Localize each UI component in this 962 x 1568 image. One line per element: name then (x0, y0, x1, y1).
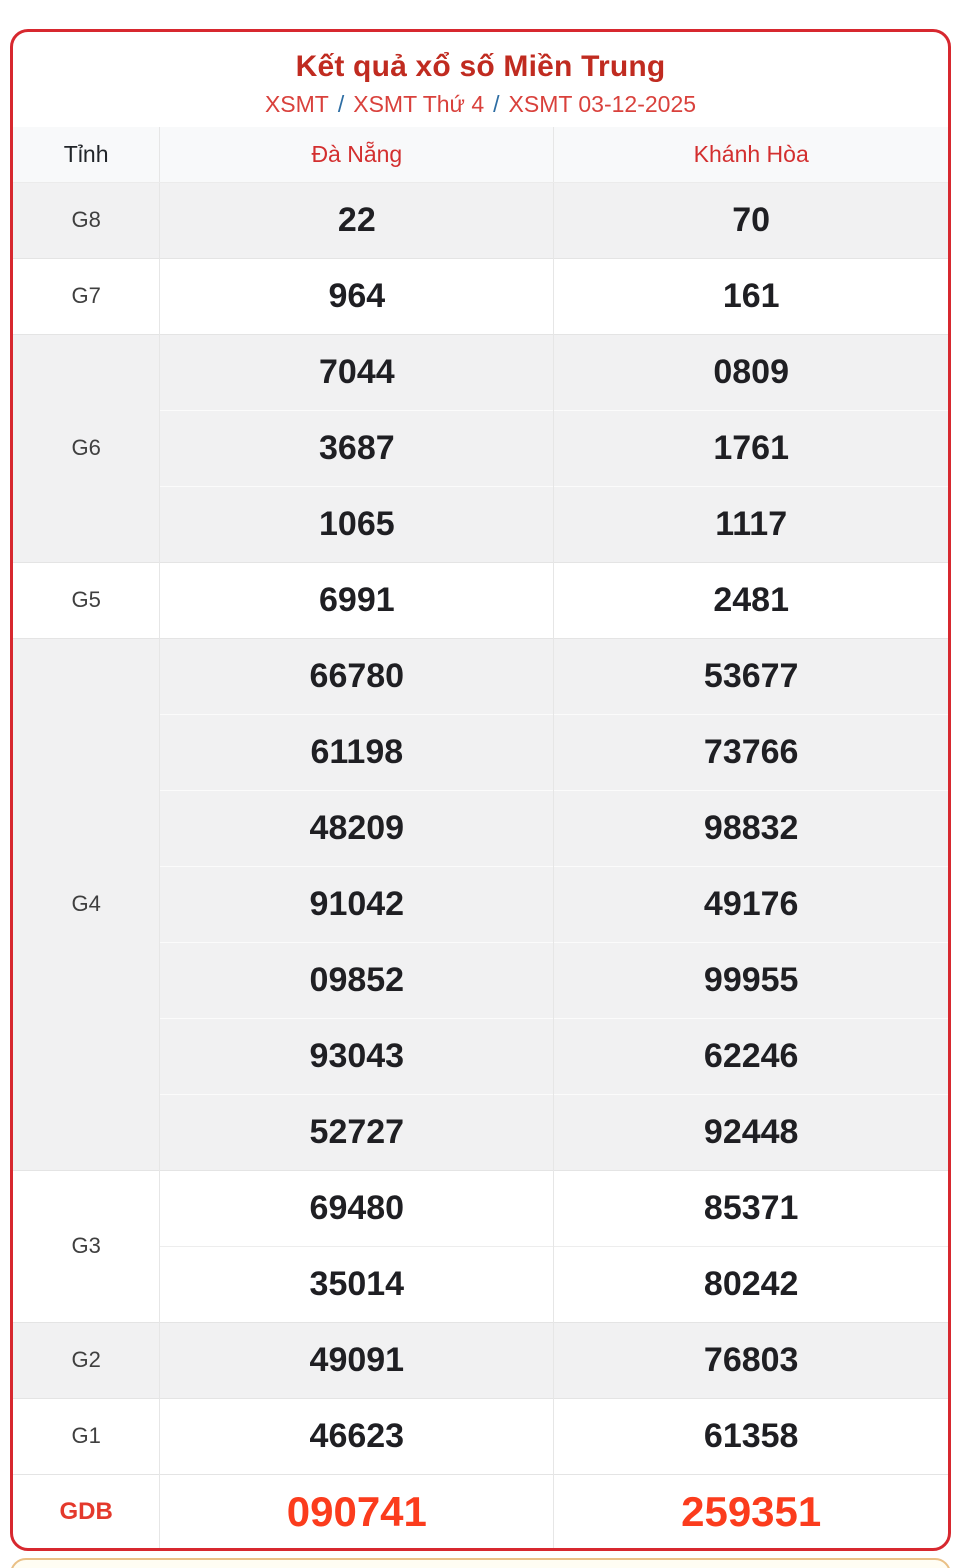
result-g4-4-da-nang: 91042 (159, 865, 554, 942)
col-header-da-nang: Đà Nẵng (159, 127, 554, 183)
result-g5-khanh-hoa: 2481 (553, 561, 948, 638)
result-g3-1-da-nang: 69480 (159, 1169, 554, 1246)
prize-label-g5: G5 (13, 561, 160, 638)
prize-label-g8: G8 (13, 181, 160, 258)
table-row: 1065 1117 (13, 485, 948, 562)
prize-label-g3: G3 (13, 1169, 160, 1322)
table-row: 91042 49176 (13, 865, 948, 942)
lottery-result-card: Kết quả xổ số Miền Trung XSMT / XSMT Thứ 4… (10, 29, 951, 1551)
table-row: G3 69480 85371 (13, 1169, 948, 1322)
result-g4-5-khanh-hoa: 99955 (553, 941, 948, 1018)
table-row: G5 6991 2481 (13, 561, 948, 638)
page-title: Kết quả xổ số Miền Trung (295, 49, 666, 83)
card-header: Kết quả xổ số Miền Trung XSMT / XSMT Thứ 4… (13, 32, 948, 127)
table-row: G7 964 161 (13, 257, 948, 334)
next-panel-partial (10, 1558, 951, 1568)
result-g4-3-da-nang: 48209 (159, 789, 554, 866)
result-g2-khanh-hoa: 76803 (553, 1321, 948, 1398)
table-row: 3687 1761 (13, 409, 948, 486)
result-g1-khanh-hoa: 61358 (553, 1397, 948, 1474)
result-g6-2-khanh-hoa: 1761 (553, 409, 948, 486)
table-row-special-prize: GDB 090741 259351 (13, 1473, 948, 1548)
result-g4-7-khanh-hoa: 92448 (553, 1093, 948, 1170)
table-row: 61198 73766 (13, 713, 948, 790)
table-row: G6 7044 0809 (13, 333, 948, 562)
table-row: G8 22 70 (13, 181, 948, 258)
breadcrumb-link-xsmt[interactable]: XSMT (264, 90, 329, 117)
result-g6-1-da-nang: 7044 (159, 333, 554, 410)
result-g3-2-da-nang: 35014 (159, 1245, 554, 1322)
prize-label-g2: G2 (13, 1321, 160, 1398)
prize-label-g6: G6 (13, 333, 160, 562)
results-table: Tỉnh Đà Nẵng Khánh Hòa G8 22 70 G7 964 1… (13, 127, 948, 1548)
result-g1-da-nang: 46623 (159, 1397, 554, 1474)
prize-label-g4: G4 (13, 637, 160, 1170)
result-g4-2-khanh-hoa: 73766 (553, 713, 948, 790)
table-row: 52727 92448 (13, 1093, 948, 1170)
result-g5-da-nang: 6991 (159, 561, 554, 638)
table-row: 35014 80242 (13, 1245, 948, 1322)
col-header-khanh-hoa: Khánh Hòa (553, 127, 948, 183)
prize-label-gdb: GDB (13, 1473, 160, 1548)
prize-label-g1: G1 (13, 1397, 160, 1474)
breadcrumb: XSMT / XSMT Thứ 4 / XSMT 03-12-2025 (265, 91, 696, 118)
breadcrumb-separator: / (493, 90, 500, 117)
result-g4-1-khanh-hoa: 53677 (553, 637, 948, 714)
result-g4-7-da-nang: 52727 (159, 1093, 554, 1170)
prize-label-g7: G7 (13, 257, 160, 334)
result-g6-3-da-nang: 1065 (159, 485, 554, 562)
result-g8-khanh-hoa: 70 (553, 181, 948, 258)
result-gdb-da-nang: 090741 (159, 1473, 554, 1548)
result-g8-da-nang: 22 (159, 181, 554, 258)
table-row: 93043 62246 (13, 1017, 948, 1094)
table-row: 48209 98832 (13, 789, 948, 866)
table-row: G1 46623 61358 (13, 1397, 948, 1474)
result-g6-1-khanh-hoa: 0809 (553, 333, 948, 410)
result-g3-2-khanh-hoa: 80242 (553, 1245, 948, 1322)
result-gdb-khanh-hoa: 259351 (553, 1473, 948, 1548)
breadcrumb-link-xsmt-thu-4[interactable]: XSMT Thứ 4 (353, 90, 485, 117)
result-g6-2-da-nang: 3687 (159, 409, 554, 486)
breadcrumb-separator: / (337, 90, 345, 117)
result-g4-2-da-nang: 61198 (159, 713, 554, 790)
result-g4-6-da-nang: 93043 (159, 1017, 554, 1094)
result-g4-3-khanh-hoa: 98832 (553, 789, 948, 866)
table-row: G2 49091 76803 (13, 1321, 948, 1398)
result-g3-1-khanh-hoa: 85371 (553, 1169, 948, 1246)
result-g7-khanh-hoa: 161 (553, 257, 948, 334)
results-table-header: Tỉnh Đà Nẵng Khánh Hòa (13, 127, 948, 183)
result-g4-6-khanh-hoa: 62246 (553, 1017, 948, 1094)
result-g2-da-nang: 49091 (159, 1321, 554, 1398)
breadcrumb-link-xsmt-date[interactable]: XSMT 03-12-2025 (508, 90, 697, 117)
result-g6-3-khanh-hoa: 1117 (553, 485, 948, 562)
result-g4-4-khanh-hoa: 49176 (553, 865, 948, 942)
result-g7-da-nang: 964 (159, 257, 554, 334)
result-g4-5-da-nang: 09852 (159, 941, 554, 1018)
col-header-province: Tỉnh (13, 127, 160, 183)
table-row: 09852 99955 (13, 941, 948, 1018)
table-row: G4 66780 53677 (13, 637, 948, 1170)
result-g4-1-da-nang: 66780 (159, 637, 554, 714)
